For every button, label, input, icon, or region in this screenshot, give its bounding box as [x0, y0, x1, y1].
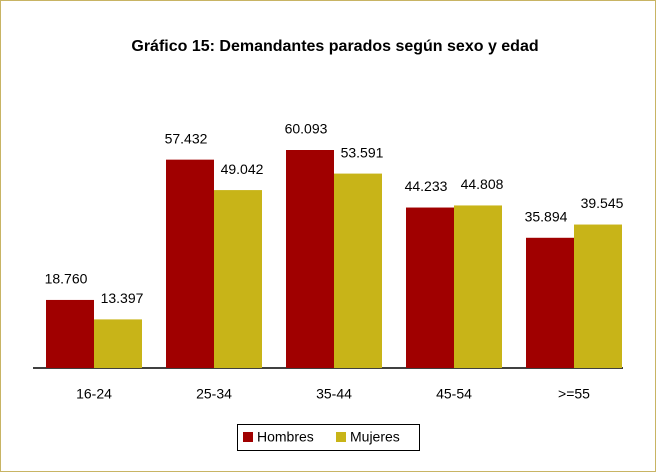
chart-title: Gráfico 15: Demandantes parados según se… [131, 38, 538, 55]
bar [526, 237, 574, 368]
bar [334, 173, 382, 368]
value-label: 18.760 [45, 271, 88, 287]
value-label: 13.397 [101, 290, 144, 306]
legend-swatch [336, 432, 346, 442]
value-label: 57.432 [165, 130, 208, 146]
value-label: 53.591 [341, 144, 384, 160]
value-label: 39.545 [581, 195, 624, 211]
legend-swatch [243, 432, 253, 442]
x-tick-label: 45-54 [436, 386, 472, 402]
x-tick-label: 35-44 [316, 386, 352, 402]
legend-box [237, 424, 420, 451]
bar [214, 190, 262, 368]
value-label: 44.808 [461, 176, 504, 192]
bar [574, 224, 622, 368]
bar [286, 150, 334, 368]
legend-label: Mujeres [350, 429, 400, 445]
value-label: 60.093 [285, 121, 328, 137]
bar [406, 207, 454, 368]
value-label: 49.042 [221, 161, 264, 177]
value-label: 35.894 [525, 208, 568, 224]
x-tick-label: 25-34 [196, 386, 232, 402]
value-label: 44.233 [405, 178, 448, 194]
bar [46, 299, 94, 368]
legend-label: Hombres [257, 429, 314, 445]
bar [454, 205, 502, 368]
bar [94, 319, 142, 368]
x-tick-label: 16-24 [76, 386, 112, 402]
x-tick-label: >=55 [558, 386, 590, 402]
bar [166, 159, 214, 368]
